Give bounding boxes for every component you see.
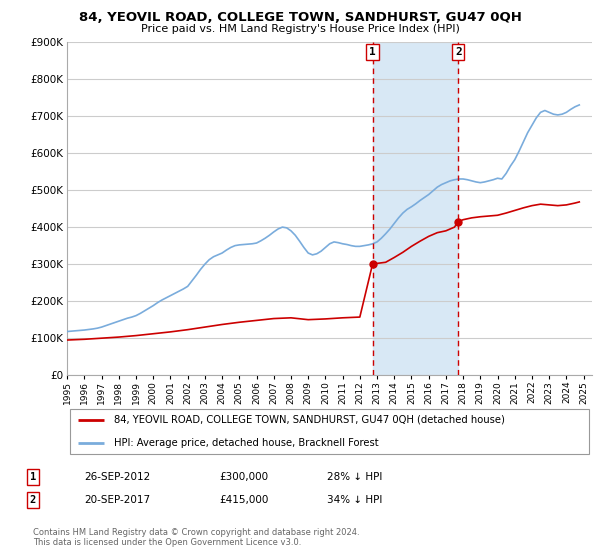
Text: 26-SEP-2012: 26-SEP-2012 [84, 472, 150, 482]
Text: 84, YEOVIL ROAD, COLLEGE TOWN, SANDHURST, GU47 0QH: 84, YEOVIL ROAD, COLLEGE TOWN, SANDHURST… [79, 11, 521, 24]
Text: 34% ↓ HPI: 34% ↓ HPI [327, 495, 382, 505]
Text: 84, YEOVIL ROAD, COLLEGE TOWN, SANDHURST, GU47 0QH (detached house): 84, YEOVIL ROAD, COLLEGE TOWN, SANDHURST… [115, 414, 505, 424]
FancyBboxPatch shape [70, 409, 589, 454]
Text: Contains HM Land Registry data © Crown copyright and database right 2024.
This d: Contains HM Land Registry data © Crown c… [33, 528, 359, 547]
Text: £415,000: £415,000 [219, 495, 268, 505]
Text: 1: 1 [369, 47, 376, 57]
Text: 2: 2 [30, 495, 36, 505]
Text: 28% ↓ HPI: 28% ↓ HPI [327, 472, 382, 482]
Text: 1: 1 [30, 472, 36, 482]
Text: £300,000: £300,000 [219, 472, 268, 482]
Text: 20-SEP-2017: 20-SEP-2017 [84, 495, 150, 505]
Text: HPI: Average price, detached house, Bracknell Forest: HPI: Average price, detached house, Brac… [115, 438, 379, 448]
Text: Price paid vs. HM Land Registry's House Price Index (HPI): Price paid vs. HM Land Registry's House … [140, 24, 460, 34]
Bar [373, 42, 458, 375]
Text: 2: 2 [455, 47, 461, 57]
